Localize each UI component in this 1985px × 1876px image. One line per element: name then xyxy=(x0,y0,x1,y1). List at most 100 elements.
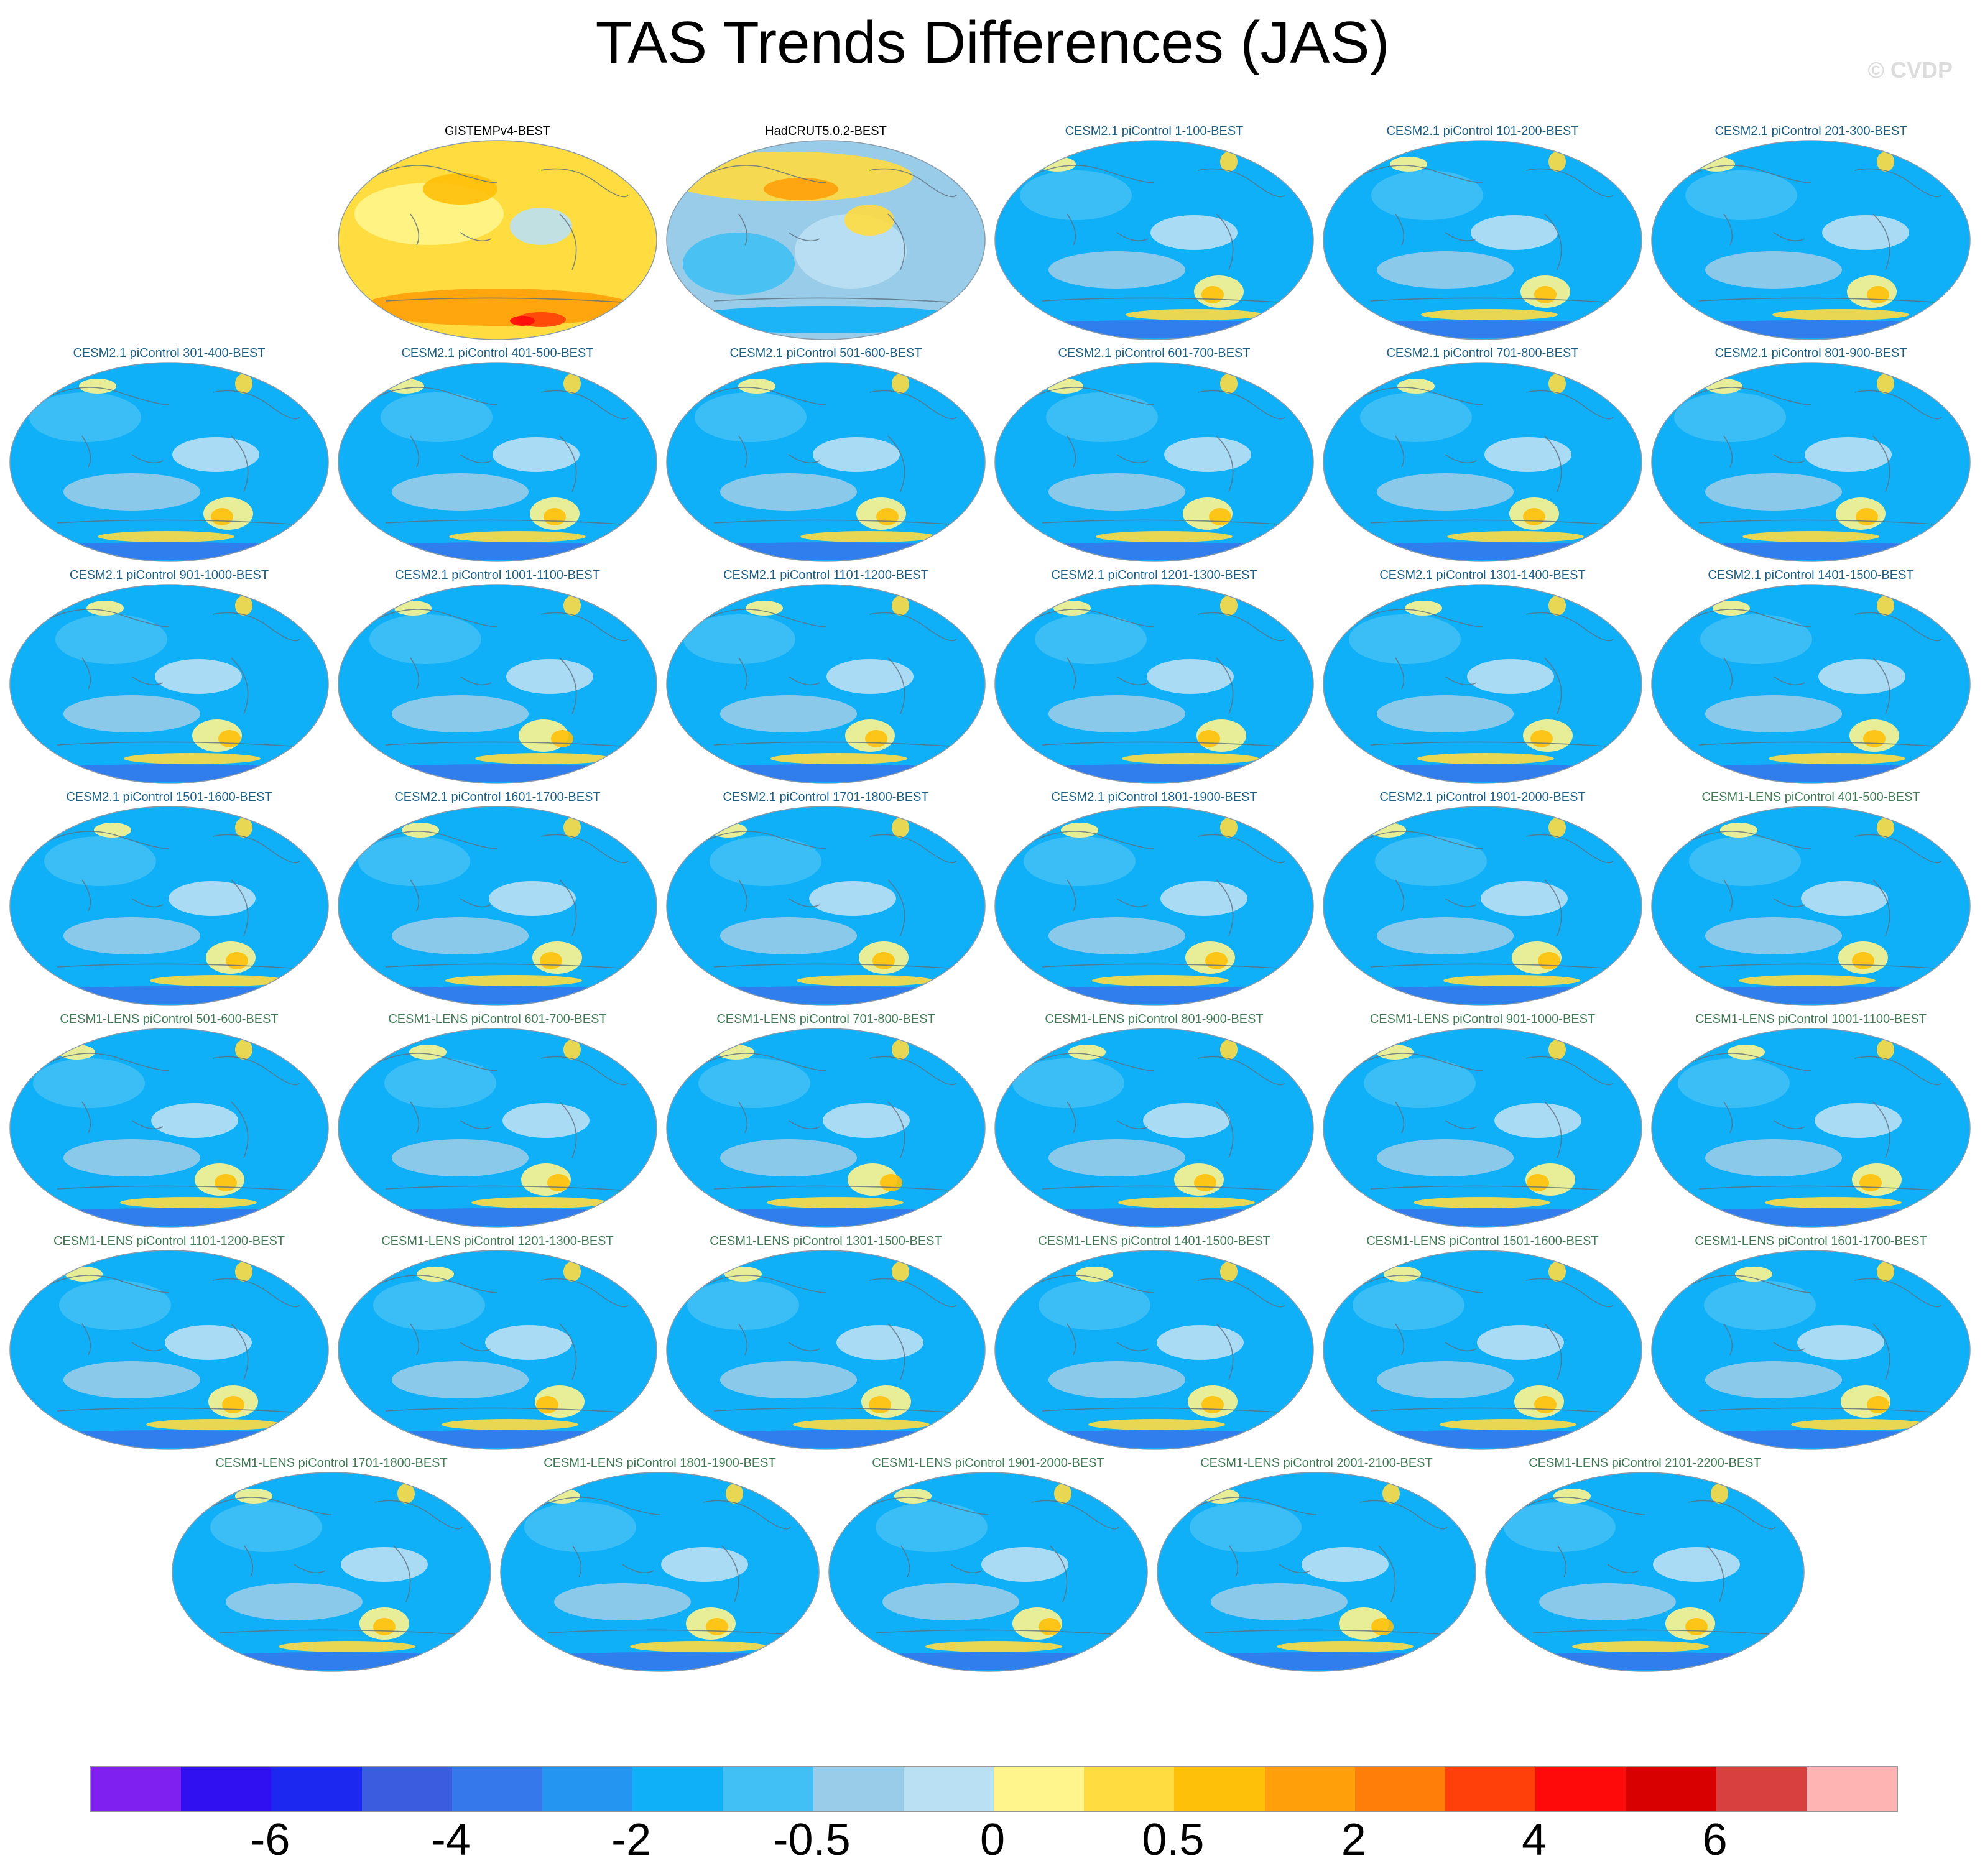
map-svg xyxy=(1651,1250,1971,1450)
panel-label: CESM2.1 piControl 801-900-BEST xyxy=(1714,346,1907,360)
colorbar-tick-label: 6 xyxy=(1702,1815,1728,1865)
colorbar-swatch xyxy=(1174,1767,1265,1811)
panel-label: CESM1-LENS piControl 801-900-BEST xyxy=(1045,1012,1264,1026)
map-panel: CESM1-LENS piControl 1401-1500-BEST xyxy=(992,1234,1316,1451)
panel-label: CESM2.1 piControl 1301-1400-BEST xyxy=(1379,568,1586,582)
colorbar-swatch xyxy=(1354,1767,1446,1811)
map-panel: CESM2.1 piControl 901-1000-BEST xyxy=(7,568,331,785)
map-panel: CESM2.1 piControl 1-100-BEST xyxy=(992,124,1316,341)
map-panel: CESM2.1 piControl 801-900-BEST xyxy=(1649,346,1973,563)
map-svg xyxy=(338,140,657,340)
global-map xyxy=(1649,1249,1973,1451)
global-map xyxy=(336,139,659,341)
map-svg xyxy=(338,362,657,562)
map-panel: CESM2.1 piControl 101-200-BEST xyxy=(1321,124,1644,341)
colorbar-swatch xyxy=(813,1767,904,1811)
global-map xyxy=(664,583,988,785)
panel-label: CESM1-LENS piControl 1401-1500-BEST xyxy=(1038,1234,1270,1248)
map-panel: CESM1-LENS piControl 1801-1900-BEST xyxy=(498,1456,821,1673)
map-svg xyxy=(1485,1472,1805,1672)
global-map xyxy=(664,139,988,341)
colorbar-swatch xyxy=(271,1767,362,1811)
global-map xyxy=(7,1027,331,1229)
map-svg xyxy=(1651,1028,1971,1228)
global-map xyxy=(1483,1471,1807,1673)
global-map xyxy=(826,1471,1150,1673)
map-svg xyxy=(1157,1472,1476,1672)
map-svg xyxy=(1651,584,1971,784)
map-svg xyxy=(994,1250,1314,1450)
map-svg xyxy=(994,584,1314,784)
map-panel: CESM1-LENS piControl 401-500-BEST xyxy=(1649,790,1973,1007)
colorbar-swatch xyxy=(1626,1767,1716,1811)
colorbar-swatch xyxy=(1716,1767,1807,1811)
global-map xyxy=(1321,1249,1644,1451)
global-map xyxy=(1321,1027,1644,1229)
panel-label: CESM1-LENS piControl 601-700-BEST xyxy=(388,1012,607,1026)
map-svg xyxy=(666,806,986,1006)
global-map xyxy=(992,139,1316,341)
colorbar-swatch xyxy=(1535,1767,1626,1811)
global-map xyxy=(170,1471,493,1673)
map-svg xyxy=(9,806,329,1006)
map-panel: CESM2.1 piControl 601-700-BEST xyxy=(992,346,1316,563)
figure-title: TAS Trends Differences (JAS) xyxy=(595,9,1390,76)
map-svg xyxy=(1651,362,1971,562)
map-panel: CESM2.1 piControl 1601-1700-BEST xyxy=(336,790,659,1007)
colorbar-swatch xyxy=(994,1767,1085,1811)
map-svg xyxy=(1651,806,1971,1006)
panel-label: CESM2.1 piControl 501-600-BEST xyxy=(729,346,922,360)
map-panel: CESM1-LENS piControl 2101-2200-BEST xyxy=(1483,1456,1807,1673)
global-map xyxy=(7,1249,331,1451)
map-svg xyxy=(338,1028,657,1228)
watermark: © CVDP xyxy=(1867,57,1953,83)
map-panel: CESM1-LENS piControl 901-1000-BEST xyxy=(1321,1012,1644,1229)
global-map xyxy=(992,1249,1316,1451)
map-panel: CESM1-LENS piControl 701-800-BEST xyxy=(664,1012,988,1229)
map-svg xyxy=(9,1250,329,1450)
colorbar-tick-label: 0 xyxy=(979,1815,1006,1865)
global-map xyxy=(664,1027,988,1229)
map-svg xyxy=(666,362,986,562)
colorbar-swatch xyxy=(361,1767,452,1811)
panel-label: CESM2.1 piControl 1001-1100-BEST xyxy=(395,568,600,582)
map-panel: CESM2.1 piControl 701-800-BEST xyxy=(1321,346,1644,563)
global-map xyxy=(664,361,988,563)
colorbar-tick-label: 0.5 xyxy=(1142,1815,1205,1865)
panel-label: CESM2.1 piControl 1-100-BEST xyxy=(1065,124,1244,138)
panel-label: CESM1-LENS piControl 2101-2200-BEST xyxy=(1529,1456,1761,1470)
map-svg xyxy=(172,1472,491,1672)
global-map xyxy=(664,805,988,1007)
global-map xyxy=(336,1249,659,1451)
panel-label: CESM2.1 piControl 1201-1300-BEST xyxy=(1051,568,1257,582)
map-svg xyxy=(1323,140,1642,340)
global-map xyxy=(1649,1027,1973,1229)
map-panel: CESM2.1 piControl 1501-1600-BEST xyxy=(7,790,331,1007)
global-map xyxy=(1155,1471,1478,1673)
panel-label: CESM1-LENS piControl 1101-1200-BEST xyxy=(53,1234,285,1248)
panel-label: CESM2.1 piControl 201-300-BEST xyxy=(1714,124,1907,138)
colorbar-swatch xyxy=(632,1767,723,1811)
map-panel: CESM2.1 piControl 1101-1200-BEST xyxy=(664,568,988,785)
global-map xyxy=(1649,139,1973,341)
colorbar-tick-label: -0.5 xyxy=(773,1815,851,1865)
map-panel: CESM2.1 piControl 301-400-BEST xyxy=(7,346,331,563)
global-map xyxy=(7,805,331,1007)
panel-label: CESM1-LENS piControl 901-1000-BEST xyxy=(1369,1012,1596,1026)
global-map xyxy=(1649,805,1973,1007)
map-panel: GISTEMPv4-BEST xyxy=(336,124,659,341)
map-panel: CESM1-LENS piControl 1301-1500-BEST xyxy=(664,1234,988,1451)
map-panel: CESM1-LENS piControl 1601-1700-BEST xyxy=(1649,1234,1973,1451)
map-panel: CESM2.1 piControl 1301-1400-BEST xyxy=(1321,568,1644,785)
panel-label: CESM1-LENS piControl 1501-1600-BEST xyxy=(1366,1234,1599,1248)
global-map xyxy=(7,583,331,785)
colorbar-tick-label: -4 xyxy=(430,1815,471,1865)
map-panel: HadCRUT5.0.2-BEST xyxy=(664,124,988,341)
panel-label: CESM2.1 piControl 1801-1900-BEST xyxy=(1051,790,1257,804)
map-svg xyxy=(666,584,986,784)
panel-label: CESM1-LENS piControl 1001-1100-BEST xyxy=(1695,1012,1927,1026)
panel-label: GISTEMPv4-BEST xyxy=(444,124,551,138)
map-svg xyxy=(338,806,657,1006)
map-svg xyxy=(666,1028,986,1228)
map-svg xyxy=(1651,140,1971,340)
